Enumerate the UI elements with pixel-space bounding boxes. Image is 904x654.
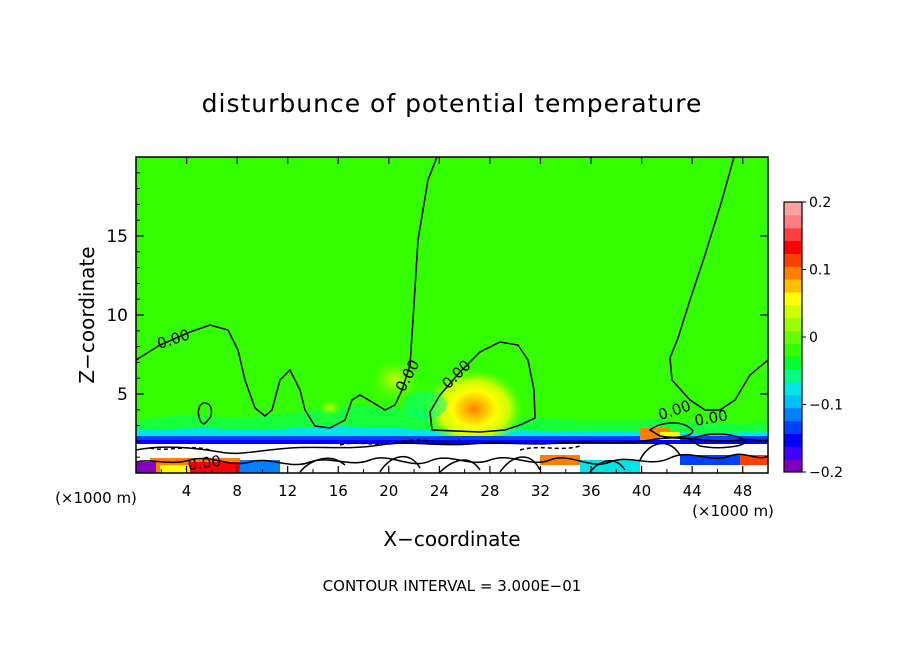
surface-warm-2: [540, 455, 580, 465]
colorbar-swatch: [784, 253, 802, 267]
colorbar: 0.2 0.1 0 −0.1 −0.2: [783, 195, 843, 481]
warm-anomaly: [424, 369, 524, 449]
surface-warm-3b: [660, 432, 680, 440]
y-axis-label: Z−coordinate: [75, 246, 99, 383]
x-unit-left: (×1000 m): [55, 489, 137, 507]
contour-label: 0.00: [693, 406, 729, 430]
colorbar-swatch: [784, 202, 802, 216]
x-axis: 4 8 12 16 20 24 28 32 36 40 44 48: [160, 157, 752, 500]
contour-zero-right: [669, 157, 768, 411]
x-tick-label: 32: [531, 482, 550, 500]
contour-boundary-3: [299, 442, 681, 473]
colorbar-swatch: [784, 317, 802, 332]
colorbar-swatch: [784, 356, 802, 370]
colorbar-swatch: [784, 446, 802, 460]
y-axis: 5 10 15: [106, 172, 768, 458]
surface-warm-4: [740, 455, 768, 465]
contour-label: 0.00: [187, 452, 223, 474]
colorbar-swatch: [784, 330, 802, 344]
colorbar-swatch: [784, 420, 802, 434]
colorbar-swatch: [784, 214, 802, 229]
colorbar-swatch: [784, 279, 802, 293]
y-tick-label: 10: [106, 306, 128, 326]
x-tick-label: 4: [182, 482, 192, 500]
colorbar-swatch: [784, 304, 802, 319]
colorbar-swatch: [784, 459, 802, 473]
contour-small-loop: [197, 402, 213, 425]
chart-title: disturbunce of potential temperature: [202, 89, 703, 118]
colorbar-tick-label: −0.2: [809, 465, 843, 481]
contour-label-group: 0.00 0.00 0.00 0.00 0.00 0.00: [155, 326, 729, 474]
contour-boundary-1: [136, 437, 768, 455]
colorbar-swatch: [784, 343, 802, 357]
contour-lines: [136, 157, 768, 473]
x-tick-label: 36: [581, 482, 600, 500]
contour-zero-main: [136, 157, 438, 429]
x-tick-label: 40: [632, 482, 651, 500]
contour-right-loops: [648, 422, 747, 449]
colorbar-tick-label: 0.2: [809, 195, 831, 211]
x-tick-label: 8: [232, 482, 242, 500]
y-tick-label: 5: [117, 385, 128, 405]
x-tick-label: 12: [278, 482, 297, 500]
colorbar-swatch: [784, 227, 802, 242]
colorbar-swatch: [784, 266, 802, 280]
weak-cool-anomaly: [403, 391, 447, 419]
colorbar-swatch: [784, 433, 802, 447]
x-tick-label: 28: [480, 482, 499, 500]
x-tick-label: 48: [733, 482, 752, 500]
x-unit-right: (×1000 m): [692, 502, 774, 520]
x-tick-label: 24: [430, 482, 449, 500]
weak-warm-anomaly-2: [318, 400, 342, 416]
contour-dashed: [149, 439, 581, 451]
x-tick-label: 16: [329, 482, 348, 500]
colorbar-swatch: [784, 394, 802, 409]
colorbar-swatch: [784, 382, 802, 396]
surface-blue: [240, 460, 280, 473]
weak-warm-anomaly: [370, 358, 420, 402]
y-tick-label: 15: [106, 227, 128, 247]
x-axis-label: X−coordinate: [383, 527, 520, 551]
surface-blue-2: [680, 455, 740, 465]
surface-warm-1b: [190, 462, 240, 473]
colorbar-swatch: [784, 240, 802, 254]
colorbar-swatch: [784, 292, 802, 306]
plot-area: 0.00 0.00 0.00 0.00 0.00 0.00: [136, 157, 768, 474]
contour-interval: CONTOUR INTERVAL = 3.000E−01: [323, 577, 582, 595]
colorbar-swatch: [784, 407, 802, 422]
contour-zero-warm: [429, 341, 536, 433]
colorbar-swatch: [784, 369, 802, 383]
surface-warm-1c: [160, 465, 190, 473]
surface-purple: [136, 462, 156, 473]
colorbar-tick-label: −0.1: [809, 398, 843, 414]
x-tick-label: 20: [379, 482, 398, 500]
colorbar-tick-label: 0.1: [809, 263, 831, 279]
x-tick-label: 44: [683, 482, 702, 500]
colorbar-tick-label: 0: [809, 330, 818, 346]
